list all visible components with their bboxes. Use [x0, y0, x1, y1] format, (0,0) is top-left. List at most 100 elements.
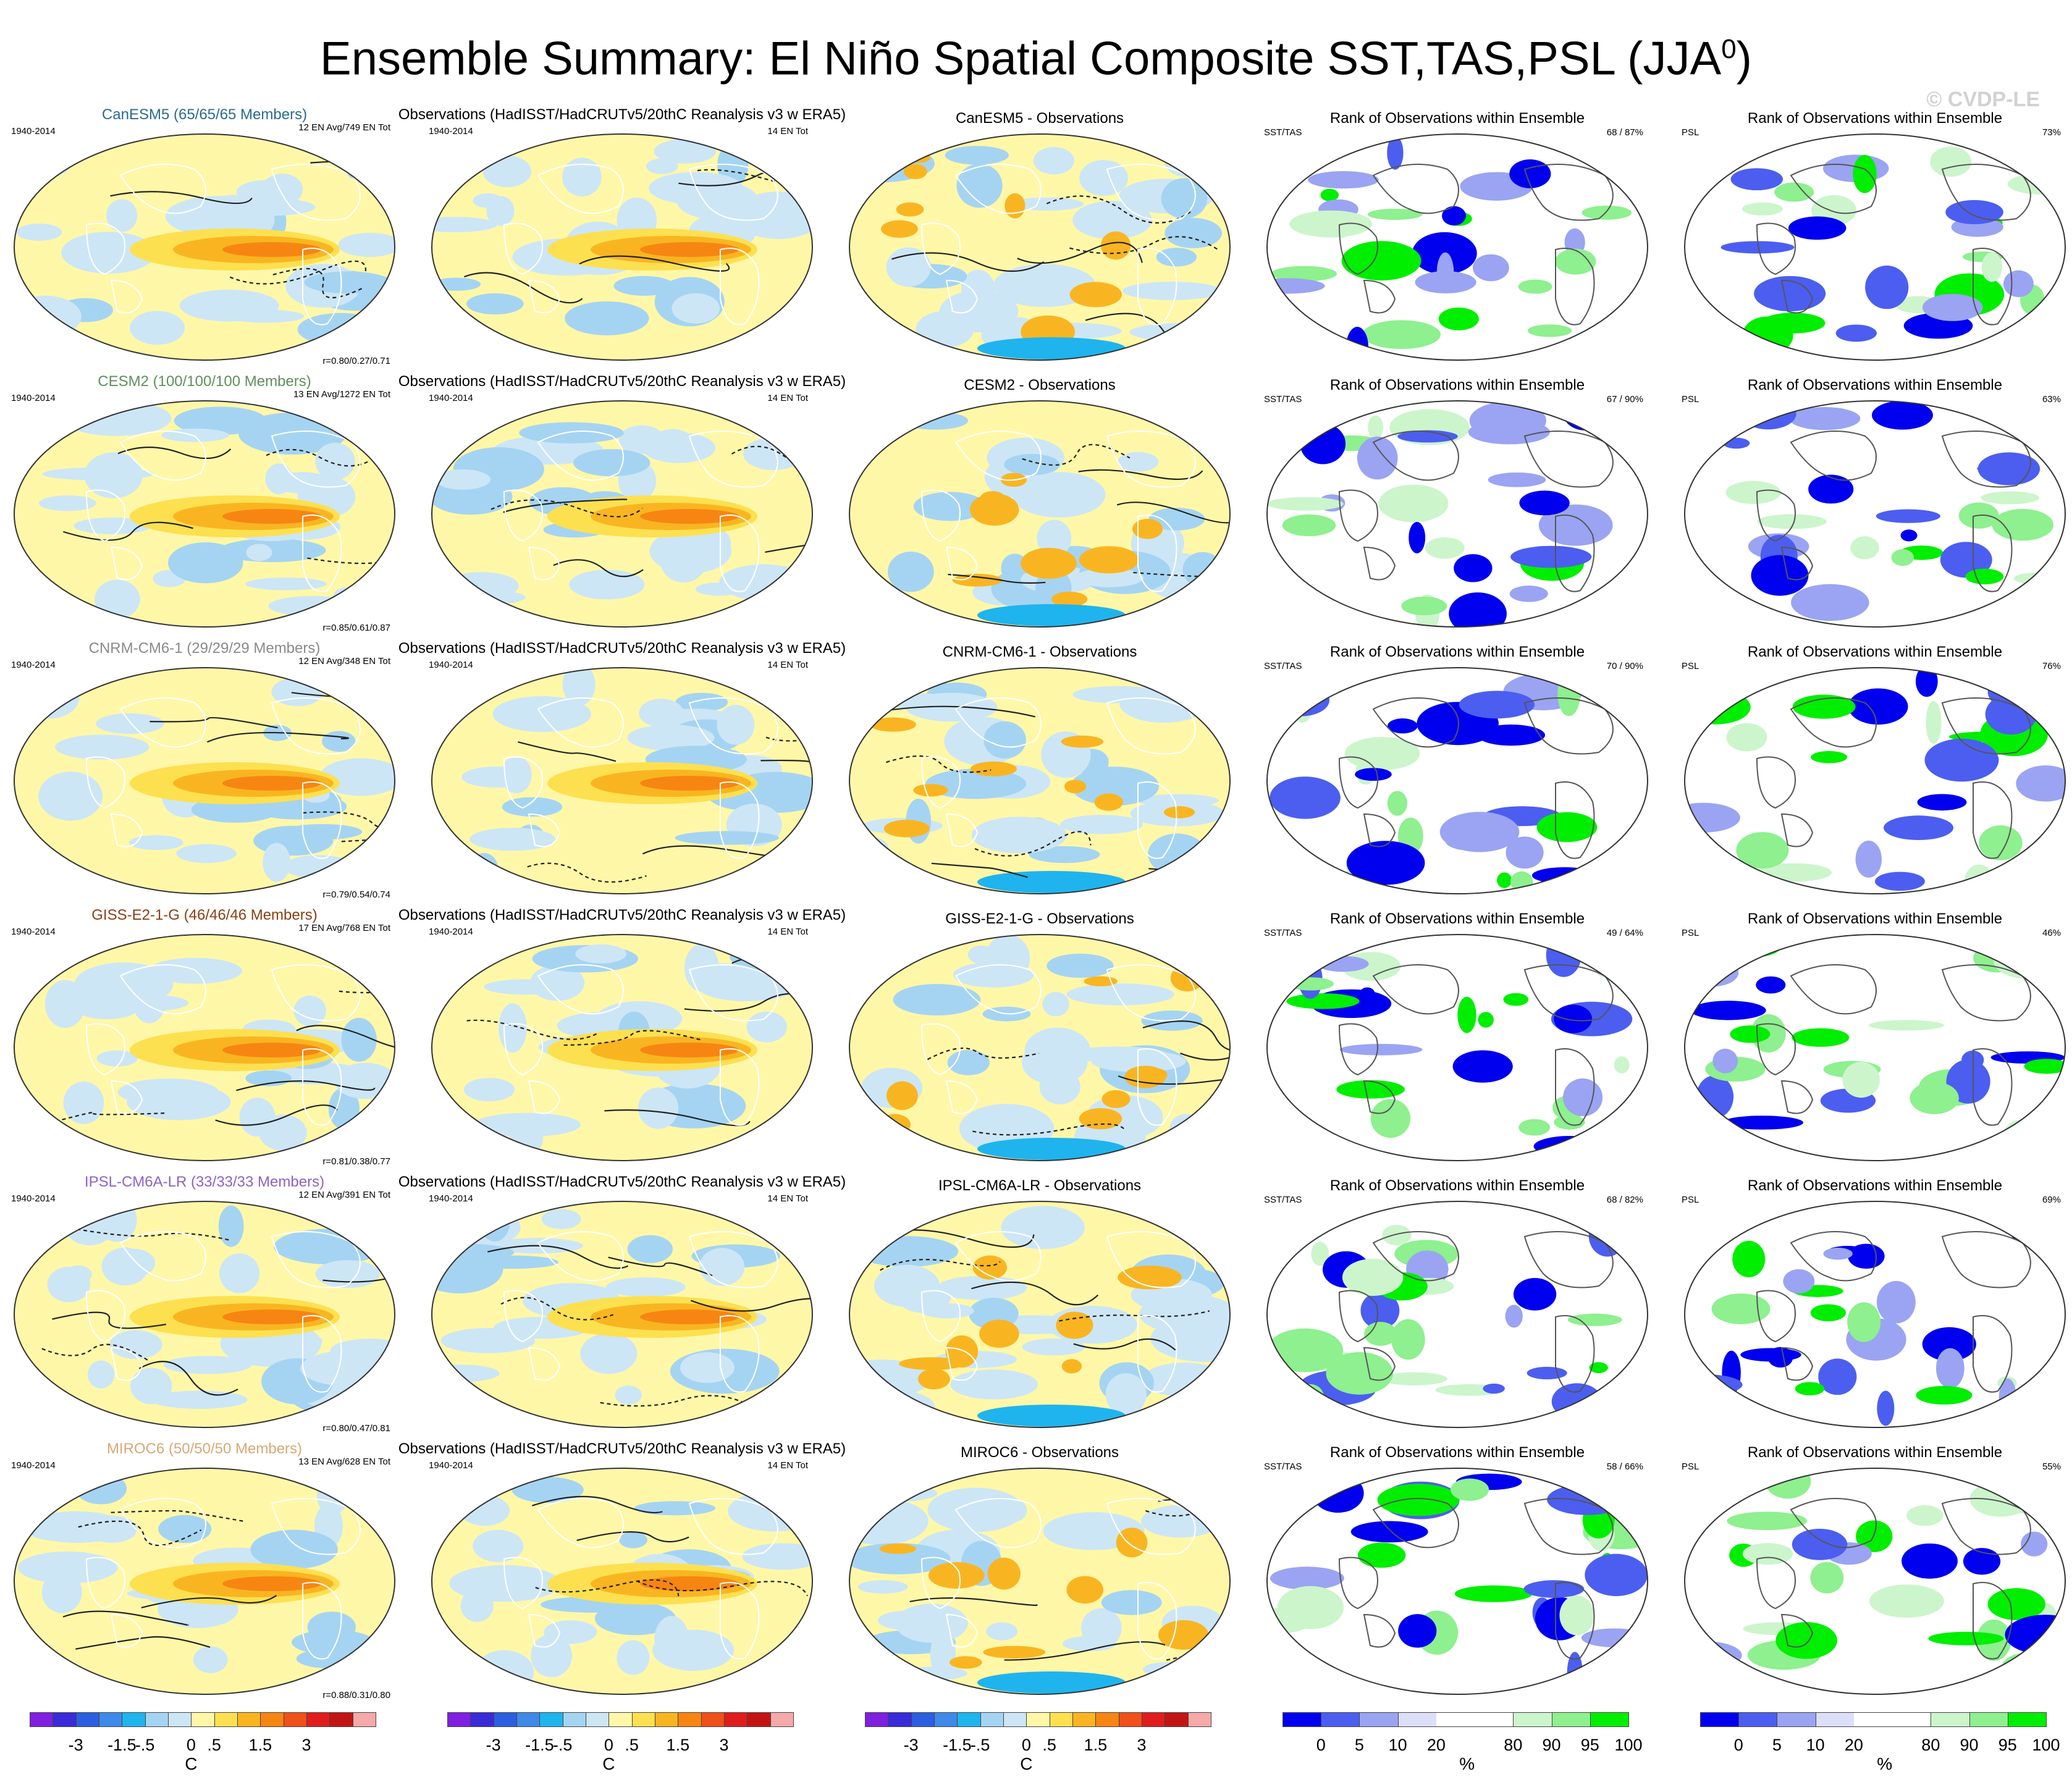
difference-title: MIROC6 - Observations: [960, 1444, 1119, 1461]
diff-map: [849, 667, 1231, 894]
map-boundary: [431, 133, 813, 361]
rank-percent: 70 / 90%: [1606, 661, 1643, 671]
cool-anomaly-patch: [338, 232, 395, 257]
colorbar-swatch: [1475, 1712, 1514, 1727]
cool-anomaly-patch: [639, 699, 684, 728]
colorbar-unit: C: [1020, 1754, 1033, 1773]
cool-anomaly-patch: [905, 692, 998, 722]
coastline: [1338, 756, 1378, 809]
map-boundary: [1684, 1201, 2066, 1428]
psl-contour: [1142, 1020, 1230, 1052]
obs-period-label: 1940-2014: [429, 1460, 473, 1471]
rank-psl-title: Rank of Observations within Ensemble: [1747, 1444, 2003, 1461]
cool-anomaly-patch: [613, 275, 675, 296]
rank-patch: [1267, 497, 1344, 511]
coastline: [503, 489, 543, 542]
cool-anomaly-patch: [861, 1390, 935, 1424]
cool-anomaly-patch: [128, 835, 183, 851]
coastline: [1790, 164, 1877, 214]
colorbar-tick-label: 90: [1542, 1736, 1561, 1754]
coastline: [920, 1023, 961, 1076]
map-boundary: [1266, 934, 1648, 1161]
cool-anomaly-patch: [471, 853, 499, 885]
observations-panel: Observations (HadISST/HadCRUTv5/20thC Re…: [398, 100, 846, 367]
obs-map: [431, 934, 813, 1161]
colorbar-swatch: [724, 1712, 748, 1727]
rank-patch: [1788, 216, 1847, 240]
rank-patch: [1267, 1328, 1344, 1372]
rankpsl-map: [1684, 934, 2066, 1161]
coastline: [1941, 1498, 2031, 1555]
colorbar-swatch: [1142, 1712, 1166, 1727]
pattern-correlation: r=0.88/0.31/0.80: [322, 1690, 390, 1700]
psl-contour: [886, 755, 992, 773]
coastline: [1973, 515, 2013, 592]
difference-panel: CanESM5 - Observations: [844, 100, 1236, 367]
colorbar-tick-label: -1.5: [525, 1736, 554, 1754]
map-boundary: [1266, 400, 1648, 628]
rank-patch: [1585, 1553, 1648, 1597]
cool-anomaly-patch: [945, 146, 1009, 165]
rank-patch: [1350, 1521, 1428, 1543]
rank-patch: [1810, 1561, 1844, 1594]
sst-map: [14, 1468, 395, 1695]
colorbar-tick-label: -.5: [135, 1736, 155, 1754]
rank-variable-label: SST/TAS: [1264, 394, 1302, 405]
coastline: [1941, 1231, 2031, 1288]
cool-anomaly-patch: [96, 713, 164, 734]
map-boundary: [14, 667, 395, 894]
colorbar-tick-label: 20: [1426, 1736, 1446, 1754]
sst-colorbar: -3 -1.5 -.5 0 .5 1.5 3 C: [447, 1712, 794, 1780]
psl-contour: [1133, 569, 1230, 578]
cool-anomaly-patch: [1022, 1339, 1085, 1356]
rank-sst-panel: Rank of Observations within Ensemble SST/…: [1261, 100, 1653, 367]
rank-psl-variable-label: PSL: [1682, 394, 1699, 405]
psl-contour: [302, 811, 395, 833]
cool-anomaly-patch: [742, 1543, 812, 1570]
rank-patch: [1518, 1119, 1551, 1136]
rank-patch: [1378, 484, 1449, 523]
rank-patch: [1387, 791, 1408, 816]
model-panel: CESM2 (100/100/100 Members) 1940-2014 13 E…: [9, 367, 400, 634]
rank-patch: [1687, 958, 1739, 987]
map-boundary: [431, 400, 813, 628]
map-boundary: [849, 1201, 1231, 1428]
psl-contour: [296, 1025, 395, 1050]
cool-anomaly-patch: [473, 193, 503, 208]
rank-title: Rank of Observations within Ensemble: [1329, 110, 1585, 127]
coastline: [85, 1557, 125, 1610]
cool-anomaly-patch: [434, 469, 491, 490]
colorbar-swatch: [145, 1712, 169, 1727]
colorbar-tick-label: 3: [1137, 1736, 1147, 1754]
rank-psl-panel: Rank of Observations within Ensemble PSL 5…: [1679, 1434, 2071, 1701]
coastline: [528, 1080, 561, 1114]
coastline: [720, 1315, 760, 1393]
colorbar-swatch: [1551, 1712, 1591, 1727]
colorbar-tick-label: 1.5: [248, 1736, 272, 1754]
rank-patch: [1847, 1302, 1881, 1342]
colorbar-swatch: [911, 1712, 935, 1727]
rank-patch: [1963, 1548, 2001, 1575]
rank-patch: [1472, 254, 1509, 282]
rank-patch: [1992, 508, 2053, 541]
obs-ensemble-count: 14 EN Tot: [767, 393, 808, 403]
cool-anomaly-patch: [460, 1589, 494, 1622]
coastline: [537, 1231, 624, 1282]
coastline: [1106, 1498, 1196, 1555]
cool-anomaly-patch: [95, 579, 140, 619]
rank-patch: [1563, 1078, 1603, 1117]
rank-patch: [1409, 522, 1426, 553]
cool-anomaly-patch: [743, 437, 804, 471]
rank-patch: [1557, 671, 1581, 717]
psl-contour: [1078, 469, 1203, 481]
psl-contour: [576, 1531, 689, 1543]
psl-contour: [948, 573, 1046, 584]
coastline: [1973, 1315, 2013, 1393]
rank-patch: [1300, 423, 1346, 464]
colorbar-swatch: [283, 1712, 307, 1727]
psl-contour: [62, 1610, 189, 1626]
rank-patch: [1452, 1050, 1513, 1083]
coastline: [537, 431, 624, 481]
psl-contour: [1180, 1053, 1230, 1063]
cool-anomaly-patch: [1164, 217, 1222, 248]
